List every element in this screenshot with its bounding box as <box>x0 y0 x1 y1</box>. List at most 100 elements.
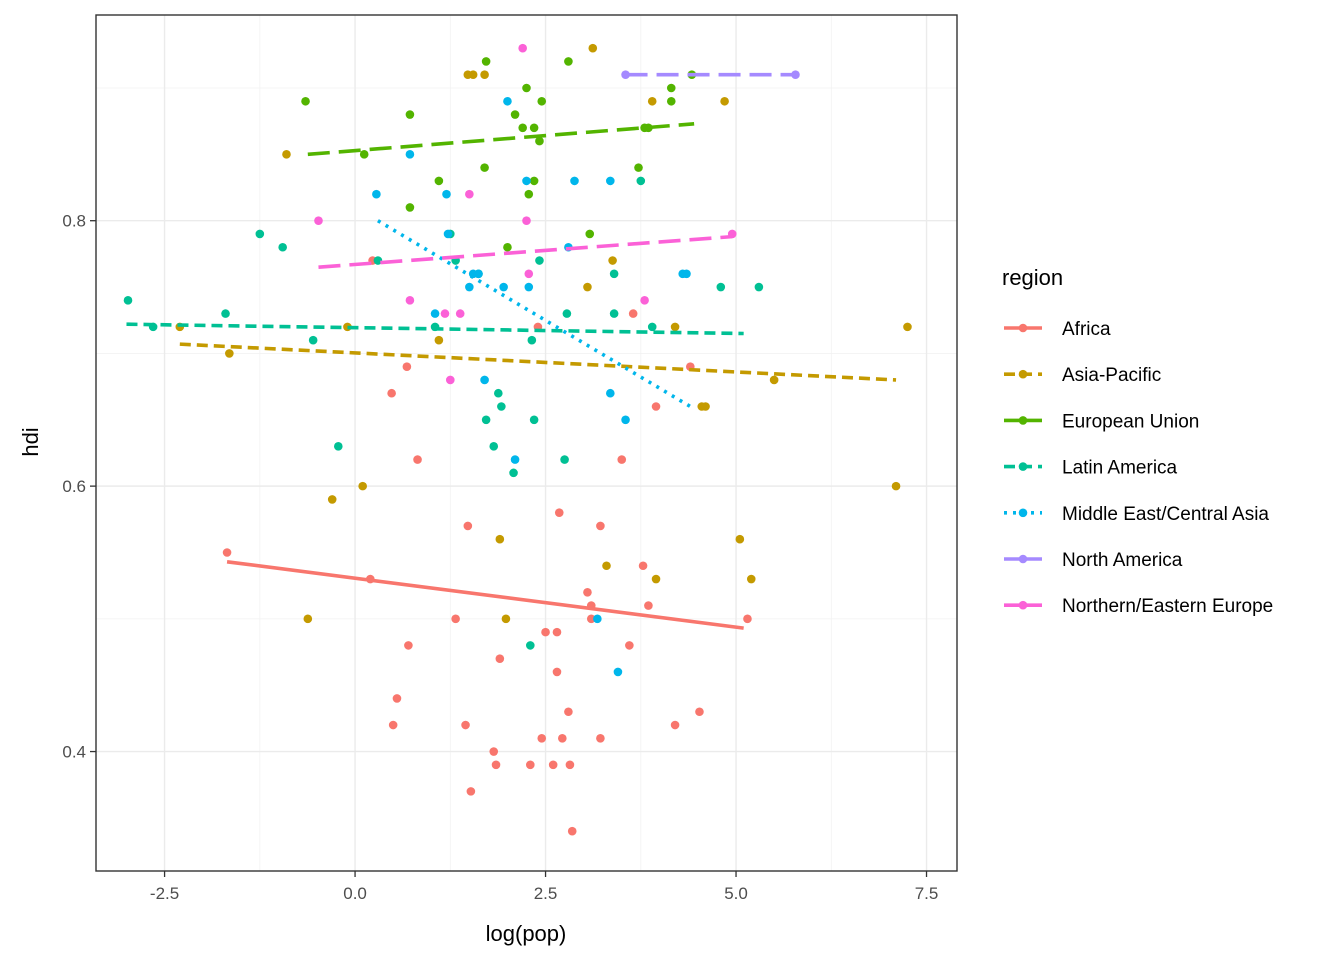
data-point <box>548 760 558 770</box>
y-axis-title: hdi <box>18 427 43 456</box>
x-tick-label: 7.5 <box>915 884 939 903</box>
data-point <box>606 388 615 398</box>
data-point <box>585 229 595 239</box>
data-point <box>468 70 478 80</box>
data-point <box>535 256 544 265</box>
data-point <box>524 282 534 292</box>
data-point <box>602 561 611 571</box>
legend-key-point <box>1018 462 1028 471</box>
data-point <box>701 402 710 411</box>
data-point <box>695 707 704 717</box>
data-point <box>608 256 617 265</box>
data-point <box>541 627 550 637</box>
legend-title: region <box>1002 265 1063 290</box>
data-point <box>560 455 569 464</box>
legend-item: Middle East/Central Asia <box>1004 504 1269 525</box>
x-axis-title: log(pop) <box>486 921 567 946</box>
data-point <box>529 176 539 186</box>
data-point <box>387 388 396 398</box>
legend-item: Northern/Eastern Europe <box>1004 596 1273 617</box>
legend-item: Asia-Pacific <box>1004 365 1161 386</box>
data-point <box>489 442 499 451</box>
data-point <box>402 362 412 371</box>
data-point <box>609 269 619 279</box>
data-point <box>404 641 413 650</box>
data-point <box>405 203 415 212</box>
data-point <box>392 694 402 703</box>
data-point <box>358 481 367 491</box>
plot-panel <box>95 14 958 872</box>
data-point <box>222 548 232 557</box>
data-point <box>434 335 444 345</box>
data-point <box>413 455 422 464</box>
data-point <box>255 229 265 239</box>
data-point <box>670 720 680 730</box>
data-point <box>461 720 470 730</box>
data-point <box>465 189 474 199</box>
data-point <box>625 641 634 650</box>
data-point <box>503 96 512 106</box>
data-point <box>567 826 577 836</box>
data-point <box>606 176 615 186</box>
data-point <box>527 335 537 345</box>
data-point <box>613 667 623 677</box>
data-point <box>621 415 630 425</box>
data-point <box>522 83 531 93</box>
data-point <box>327 495 337 504</box>
data-point <box>480 70 489 80</box>
data-point <box>682 269 691 279</box>
data-point <box>495 654 505 663</box>
data-point <box>588 43 598 53</box>
data-point <box>303 614 313 624</box>
data-point <box>308 335 318 345</box>
data-point <box>465 282 474 292</box>
y-tick-label: 0.4 <box>62 743 86 762</box>
data-point <box>225 349 234 358</box>
data-point <box>891 481 901 491</box>
data-point <box>430 309 440 318</box>
trend-line <box>226 559 744 630</box>
data-point <box>522 216 531 226</box>
data-point <box>720 96 729 106</box>
x-tick-label: 2.5 <box>534 884 558 903</box>
data-point <box>583 588 592 597</box>
data-point <box>466 787 476 796</box>
data-point <box>564 707 573 717</box>
data-point <box>221 309 230 318</box>
data-point <box>529 415 539 425</box>
data-point <box>564 57 573 66</box>
legend-label: European Union <box>1062 411 1199 432</box>
data-point <box>670 322 680 332</box>
data-point <box>583 282 592 292</box>
data-point <box>596 733 605 743</box>
data-point <box>565 760 575 770</box>
data-point <box>716 282 726 292</box>
legend-item: Latin America <box>1004 458 1178 479</box>
data-point <box>609 309 619 318</box>
data-point <box>480 375 489 385</box>
legend-item: North America <box>1004 550 1183 571</box>
legend-label: North America <box>1062 550 1183 571</box>
data-point <box>301 96 310 106</box>
data-point <box>455 309 465 318</box>
trend-line <box>126 322 744 336</box>
data-point <box>526 760 535 770</box>
panel-border <box>95 14 958 872</box>
legend-key-point <box>1018 554 1028 564</box>
data-point <box>388 720 398 730</box>
data-point <box>526 641 535 650</box>
data-point <box>405 110 415 119</box>
legend-label: Africa <box>1062 319 1111 340</box>
legend-label: Asia-Pacific <box>1062 365 1161 386</box>
data-point <box>494 388 503 398</box>
data-point <box>638 561 648 571</box>
data-point <box>769 375 779 385</box>
data-point <box>586 614 596 624</box>
data-point <box>480 163 489 172</box>
data-point <box>746 574 756 584</box>
data-point <box>510 455 520 464</box>
legend-key-point <box>1018 416 1028 425</box>
data-point <box>495 534 505 544</box>
data-point <box>503 242 512 252</box>
